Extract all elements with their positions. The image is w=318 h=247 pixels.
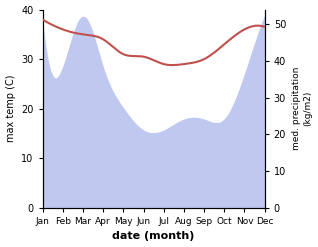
Y-axis label: med. precipitation
(kg/m2): med. precipitation (kg/m2) [292,67,313,150]
X-axis label: date (month): date (month) [112,231,195,242]
Y-axis label: max temp (C): max temp (C) [5,75,16,143]
